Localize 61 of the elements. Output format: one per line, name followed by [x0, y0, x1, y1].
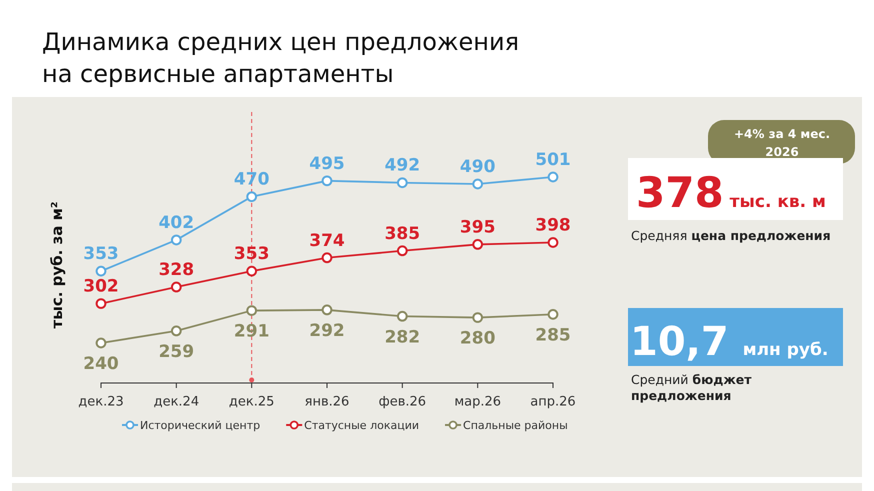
text: тыс. кв. м — [730, 192, 826, 212]
x-tick-label: мар.26 — [454, 394, 502, 410]
x-tick-label: дек.25 — [228, 394, 274, 410]
data-label: 492 — [384, 156, 420, 176]
text: 10,7 — [630, 319, 729, 365]
point — [396, 310, 408, 322]
point — [246, 191, 258, 202]
point — [246, 305, 258, 316]
data-label: 402 — [158, 212, 194, 233]
x-tick-label: дек.23 — [78, 394, 124, 410]
chart-title: Динамика средних цен предложения на сервисные апартаменты — [42, 28, 520, 88]
point — [322, 175, 332, 186]
data-label: 328 — [158, 260, 194, 280]
text: млн руб. — [742, 340, 828, 360]
data-label: 240 — [83, 354, 119, 374]
point — [548, 237, 558, 248]
point — [472, 178, 484, 190]
data-label: 501 — [535, 150, 571, 170]
data-label: 292 — [309, 320, 345, 341]
legend-label: Статусные локации — [304, 419, 420, 432]
data-label: 291 — [234, 322, 270, 342]
data-label: 395 — [460, 217, 496, 238]
point — [472, 312, 484, 323]
x-tick-label: янв.26 — [304, 394, 350, 410]
point — [396, 177, 408, 188]
point — [170, 282, 182, 292]
data-label: 282 — [384, 327, 420, 348]
point — [246, 266, 258, 276]
text: Средняя цена предложения — [631, 228, 831, 243]
x-tick-label: апр.26 — [530, 394, 576, 410]
text: 378 — [636, 168, 724, 217]
data-label: 285 — [535, 325, 571, 346]
point — [96, 266, 106, 276]
data-label: 495 — [309, 154, 345, 174]
data-label: 490 — [460, 156, 496, 177]
x-tick-label: дек.24 — [154, 394, 200, 410]
legend-label: Спальные районы — [463, 419, 568, 432]
point — [170, 326, 182, 336]
point — [548, 172, 558, 182]
data-label: 353 — [83, 244, 119, 264]
data-label: 398 — [535, 216, 571, 236]
point — [322, 304, 332, 316]
data-label: 302 — [83, 276, 119, 297]
data-label: 385 — [384, 224, 420, 244]
data-label: 259 — [158, 342, 194, 362]
data-label: 280 — [460, 328, 496, 349]
point — [170, 234, 182, 246]
text: +4% за 4 мес. 2026 — [734, 127, 830, 159]
point — [548, 309, 558, 320]
data-label: 470 — [234, 170, 270, 190]
x-tick-label: фев.26 — [378, 394, 426, 410]
point — [96, 338, 106, 348]
data-label: 353 — [234, 244, 270, 264]
point — [96, 298, 106, 309]
point — [322, 252, 332, 264]
point — [472, 239, 484, 250]
legend-label: Исторический центр — [140, 419, 260, 432]
text: Средний бюджет предложения — [631, 372, 752, 403]
data-label: 374 — [309, 230, 345, 251]
point — [396, 245, 408, 256]
y-axis-title: тыс. руб. за м² — [48, 202, 66, 328]
